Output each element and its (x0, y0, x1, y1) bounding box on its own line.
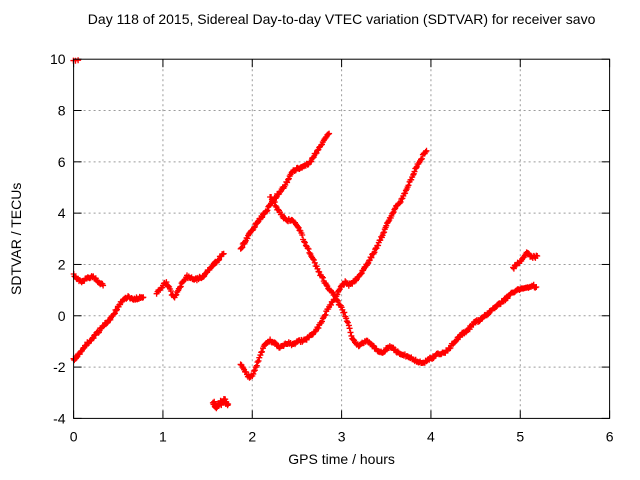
gridlines (73, 59, 610, 419)
x-tick-label: 3 (338, 428, 346, 444)
series-blob-1.6h-minus3.4tecu (209, 396, 232, 412)
y-tick-label: 0 (58, 308, 66, 324)
plot-border (73, 58, 611, 419)
series-rise-0.93h-1.68h (153, 250, 227, 301)
y-tick-label: 10 (50, 51, 66, 67)
chart-title: Day 118 of 2015, Sidereal Day-to-day VTE… (88, 11, 596, 27)
x-tick-label: 1 (159, 428, 167, 444)
x-tick-label: 0 (70, 428, 78, 444)
y-tick-label: 8 (58, 103, 66, 119)
y-tick-label: -4 (53, 410, 66, 426)
x-tick-label: 2 (248, 428, 256, 444)
series-rise-1.87h-3.95h-peak6.4 (237, 147, 430, 381)
data-markers (70, 57, 541, 412)
series-segment-0.0h-0.33h (70, 271, 107, 289)
x-tick-label: 5 (516, 428, 524, 444)
series-descent-2.2h-5.18h (267, 194, 540, 366)
series-clipped-point-at-0h-10tecu (70, 57, 82, 64)
x-tick-label: 4 (427, 428, 435, 444)
y-tick-label: -2 (53, 359, 66, 375)
y-tick-label: 2 (58, 256, 66, 272)
series-segment-4.92h-5.19h (510, 249, 541, 272)
series-rise-1.87h-2.86h-peak7.1 (237, 130, 333, 252)
y-tick-label: 6 (58, 154, 66, 170)
series-segment-0.0h-0.78h (70, 293, 147, 364)
x-axis-label: GPS time / hours (288, 451, 395, 467)
y-tick-labels: -4 -2 0 2 4 6 8 10 (50, 51, 66, 426)
x-tick-label: 6 (606, 428, 614, 444)
x-tick-labels: 0 1 2 3 4 5 6 (70, 428, 614, 444)
y-axis-label: SDTVAR / TECUs (8, 183, 24, 295)
y-tick-label: 4 (58, 205, 66, 221)
